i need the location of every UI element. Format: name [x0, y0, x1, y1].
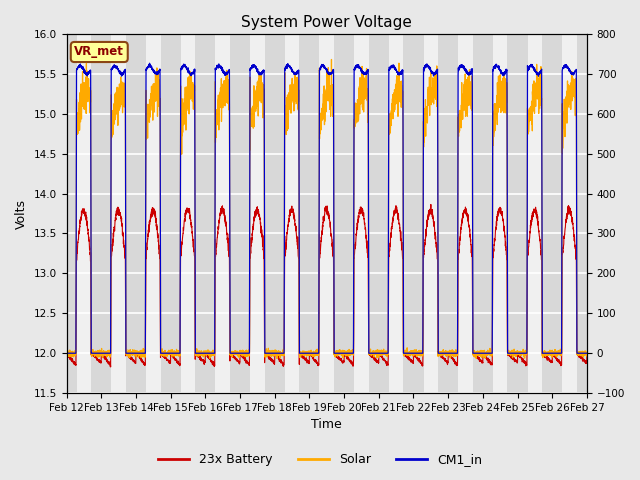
- Bar: [77, 34, 91, 393]
- Bar: [195, 34, 205, 393]
- Bar: [171, 34, 180, 393]
- Title: System Power Voltage: System Power Voltage: [241, 15, 412, 30]
- Y-axis label: Volts: Volts: [15, 199, 28, 228]
- Bar: [542, 34, 552, 393]
- Bar: [111, 34, 126, 393]
- Bar: [577, 34, 587, 393]
- Bar: [473, 34, 483, 393]
- Bar: [146, 34, 161, 393]
- Bar: [230, 34, 240, 393]
- Bar: [180, 34, 195, 393]
- Bar: [563, 34, 577, 393]
- Bar: [67, 34, 77, 393]
- Bar: [403, 34, 413, 393]
- Bar: [518, 34, 527, 393]
- Text: VR_met: VR_met: [74, 46, 124, 59]
- Bar: [300, 34, 309, 393]
- Bar: [508, 34, 518, 393]
- Bar: [438, 34, 448, 393]
- Bar: [161, 34, 171, 393]
- Bar: [483, 34, 493, 393]
- Bar: [527, 34, 542, 393]
- Bar: [493, 34, 508, 393]
- Bar: [205, 34, 215, 393]
- Bar: [552, 34, 563, 393]
- Bar: [458, 34, 473, 393]
- Bar: [126, 34, 136, 393]
- Bar: [344, 34, 354, 393]
- Bar: [136, 34, 146, 393]
- Bar: [319, 34, 334, 393]
- Bar: [250, 34, 264, 393]
- Bar: [285, 34, 300, 393]
- Bar: [240, 34, 250, 393]
- Bar: [264, 34, 275, 393]
- Bar: [448, 34, 458, 393]
- Bar: [101, 34, 111, 393]
- Bar: [413, 34, 424, 393]
- Bar: [215, 34, 230, 393]
- Bar: [389, 34, 403, 393]
- Legend: 23x Battery, Solar, CM1_in: 23x Battery, Solar, CM1_in: [153, 448, 487, 471]
- Bar: [91, 34, 101, 393]
- Bar: [334, 34, 344, 393]
- Bar: [379, 34, 389, 393]
- Bar: [354, 34, 369, 393]
- Bar: [369, 34, 379, 393]
- Bar: [275, 34, 285, 393]
- Bar: [424, 34, 438, 393]
- Bar: [309, 34, 319, 393]
- X-axis label: Time: Time: [311, 419, 342, 432]
